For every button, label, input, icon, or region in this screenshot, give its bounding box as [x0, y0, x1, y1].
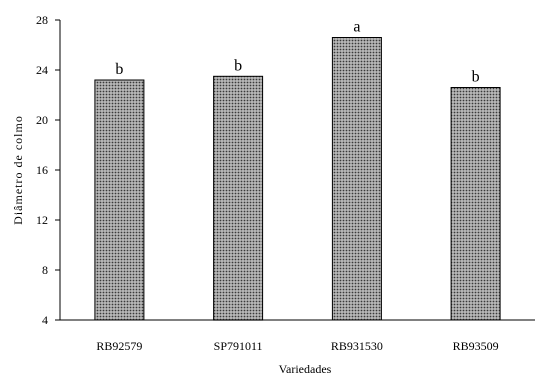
significance-letter-rb93509: b	[472, 69, 480, 86]
bar-rb93509	[450, 87, 501, 321]
y-tick-label-28: 28	[36, 13, 48, 27]
x-axis-title: Variedades	[279, 362, 332, 376]
bar-rb931530	[331, 37, 382, 321]
x-tick-label-rb93509: RB93509	[453, 339, 499, 353]
y-tick-label-12: 12	[36, 213, 48, 227]
y-axis-title: Diâmetro de colmo	[11, 115, 25, 225]
y-tick-label-16: 16	[36, 163, 48, 177]
significance-letter-rb92579: b	[115, 61, 123, 78]
significance-letter-sp791011: b	[234, 57, 242, 74]
y-tick-label-8: 8	[42, 263, 48, 277]
x-tick-label-rb92579: RB92579	[96, 339, 142, 353]
y-tick-label-20: 20	[36, 113, 48, 127]
significance-letter-rb931530: a	[353, 19, 360, 36]
bar-rb92579	[94, 79, 145, 321]
bar-sp791011	[213, 75, 264, 321]
x-tick-label-rb931530: RB931530	[331, 339, 383, 353]
y-tick-label-24: 24	[36, 63, 48, 77]
y-tick-label-4: 4	[42, 313, 48, 327]
x-tick-label-sp791011: SP791011	[214, 339, 263, 353]
